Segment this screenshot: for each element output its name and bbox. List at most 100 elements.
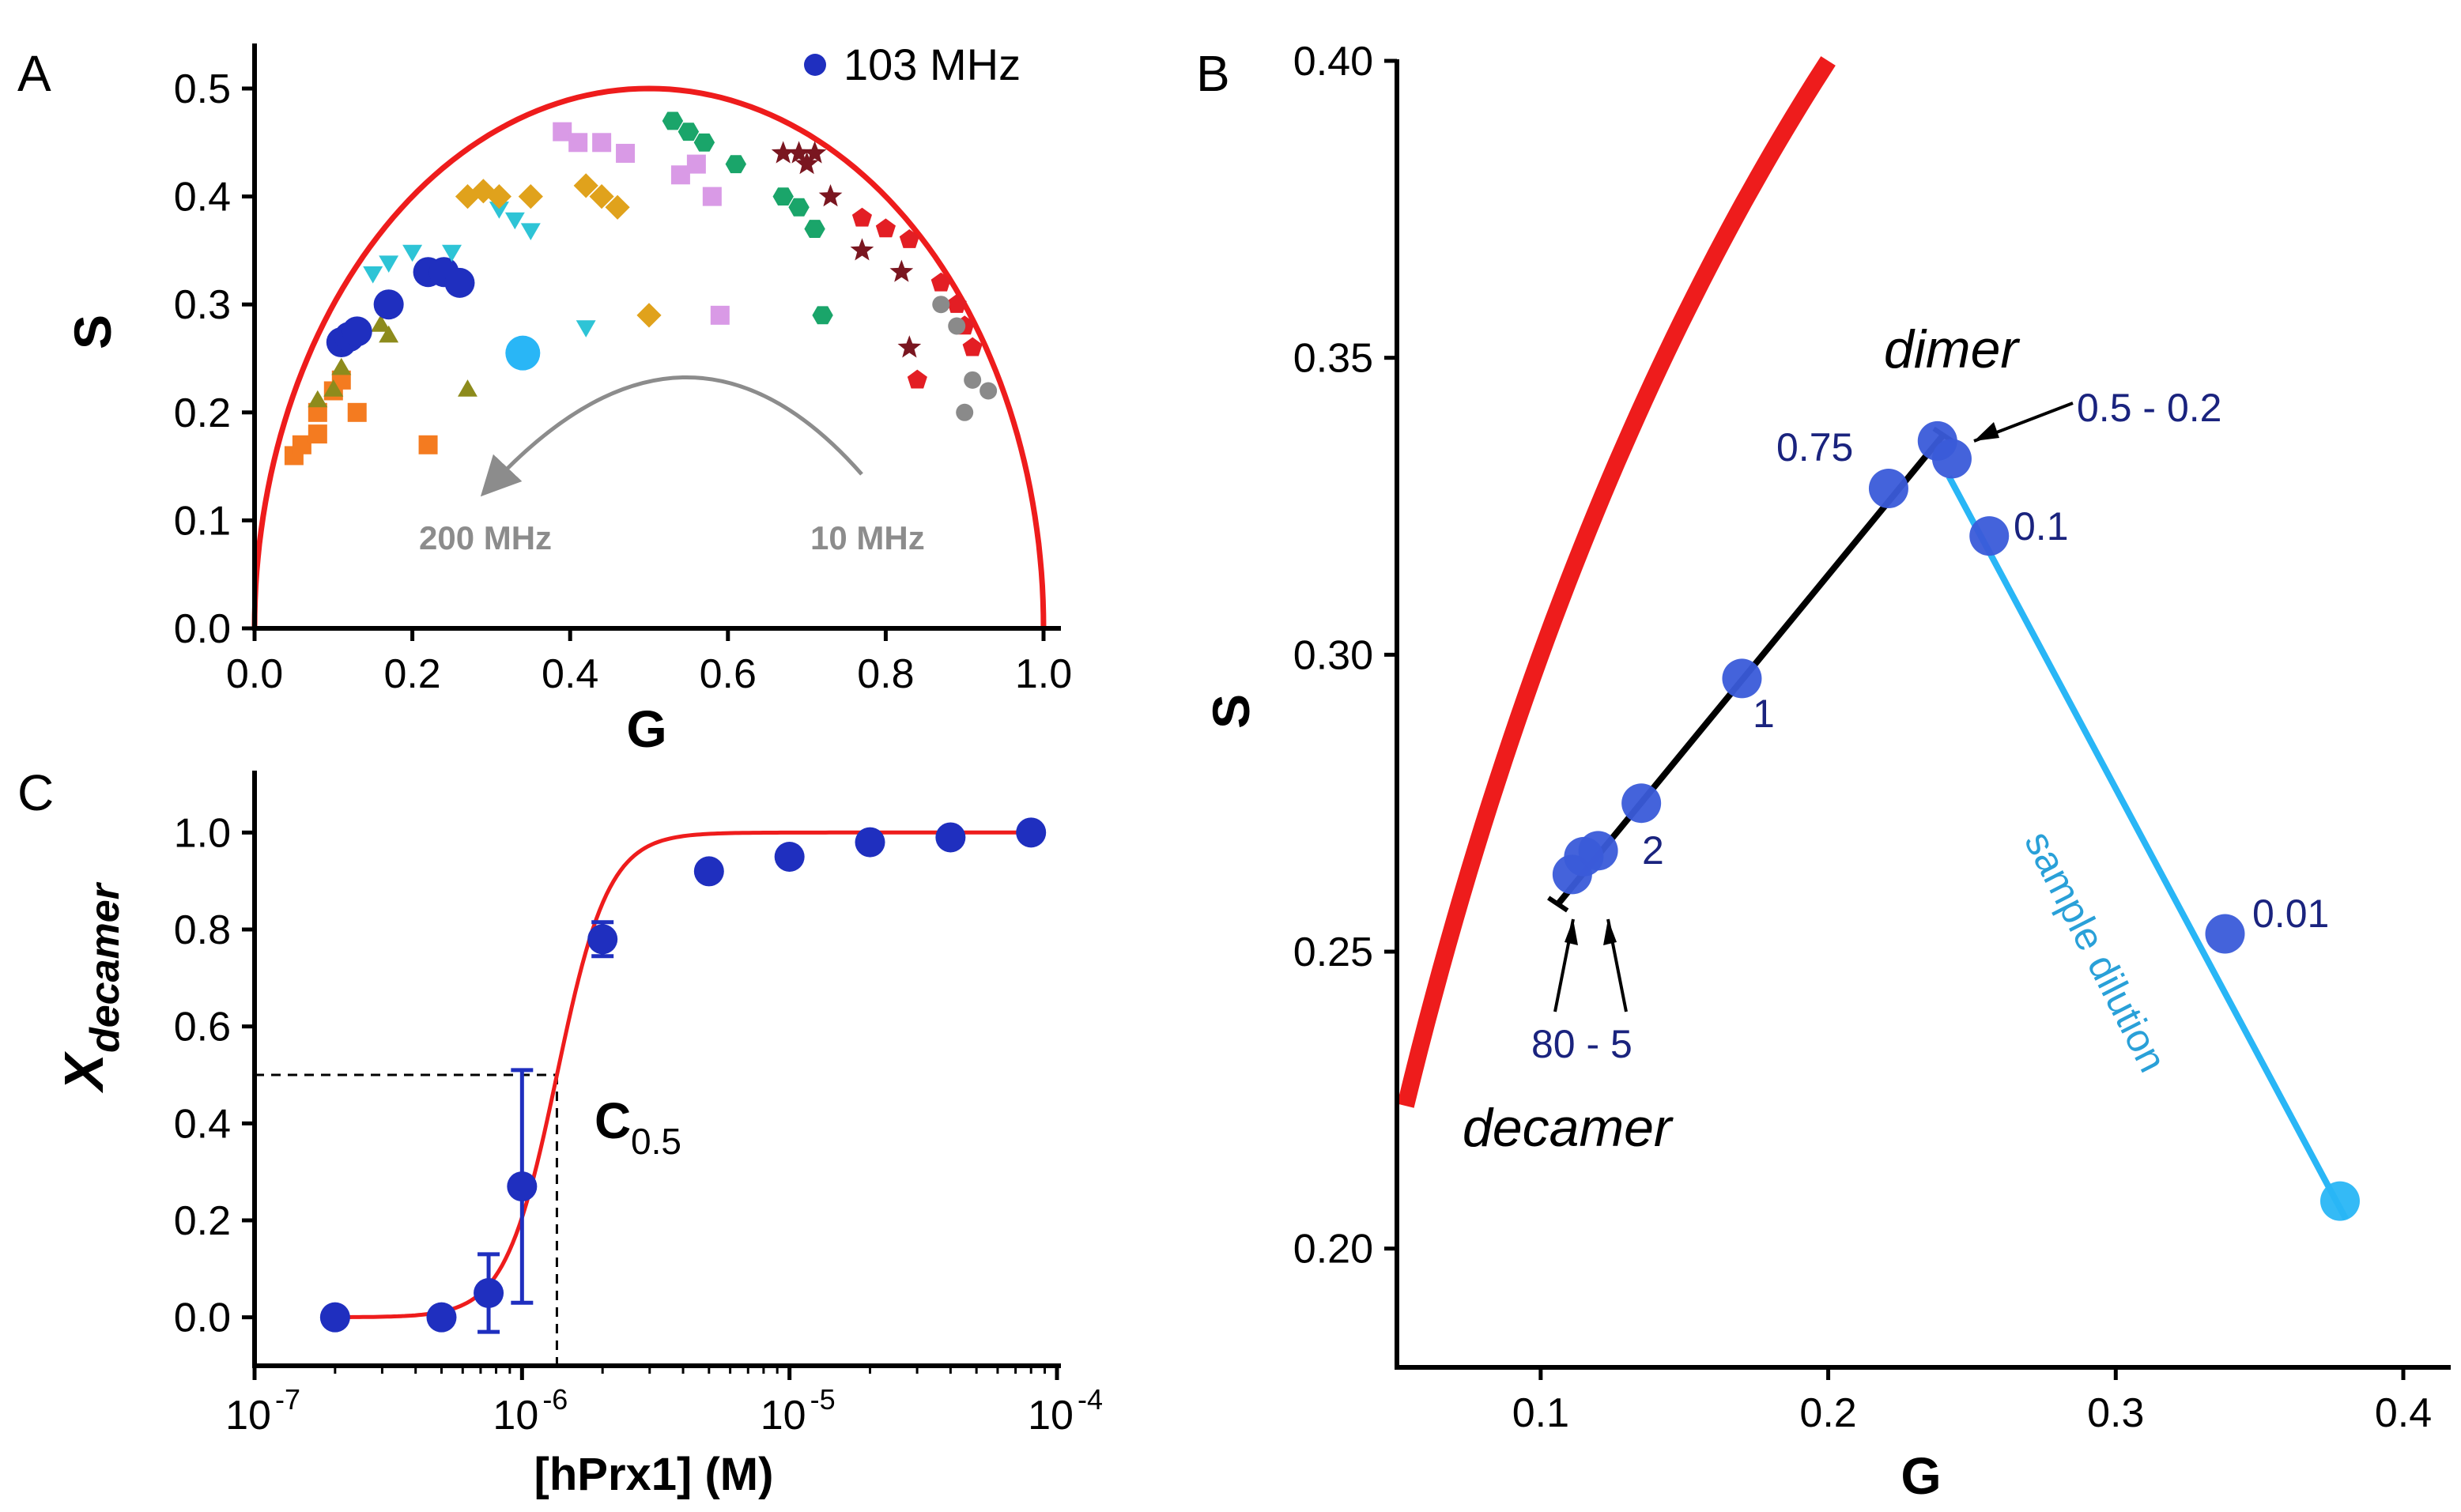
point-a-1-5 <box>458 379 477 397</box>
point-a-3-0 <box>363 266 383 284</box>
b-xtick-label-1: 0.2 <box>1799 1390 1856 1436</box>
c-xtick-exp-0: -7 <box>275 1383 300 1416</box>
panel-c-plot <box>255 817 1047 1366</box>
panel-c-y-title-main: X <box>53 1050 115 1094</box>
point-a-6-3 <box>725 155 746 174</box>
point-a-0-2 <box>308 424 327 444</box>
point-a-10-0 <box>505 335 541 371</box>
cap-decamer <box>1547 896 1569 913</box>
point-a-7-1 <box>787 141 811 164</box>
point-a-0-6 <box>347 402 367 422</box>
point-a-3-7 <box>576 320 596 337</box>
label-200mhz: 200 MHz <box>419 519 552 556</box>
c-xtick-exp-1: -6 <box>542 1383 568 1416</box>
point-a-1-2 <box>331 357 352 375</box>
point-a-4-4 <box>573 173 598 198</box>
point-a-8-2 <box>899 229 919 248</box>
point-a-9-0 <box>932 296 950 314</box>
a-ytick-label-3: 0.3 <box>174 282 231 328</box>
point-c-3 <box>507 1171 538 1202</box>
c-xtick-base-2: 10 <box>761 1393 806 1438</box>
label-decamer: decamer <box>1463 1098 1674 1158</box>
point-b-10 <box>2319 1181 2360 1221</box>
point-a-2-3 <box>373 289 404 320</box>
point-a-5-1 <box>568 133 588 153</box>
point-b-5 <box>1868 468 1908 508</box>
universal-circle <box>251 85 1047 629</box>
point-a-5-6 <box>702 187 722 206</box>
legend-label: 103 MHz <box>844 40 1021 89</box>
panel-a-plot <box>251 85 1047 629</box>
c-xtick-base-3: 10 <box>1028 1393 1074 1438</box>
b-xtick-label-3: 0.4 <box>2375 1390 2432 1436</box>
label-80-5: 80 - 5 <box>1531 1022 1632 1066</box>
point-a-5-7 <box>710 305 730 325</box>
c-xtick-base-0: 10 <box>225 1393 271 1438</box>
a-xtick-label-0: 0.0 <box>226 651 283 697</box>
panel-a-x-title: G <box>626 699 666 758</box>
point-a-3-6 <box>520 223 541 240</box>
c-xtick-exp-3: -4 <box>1078 1383 1103 1416</box>
b-xtick-label-0: 0.1 <box>1512 1390 1569 1436</box>
c-ytick-label-0: 0.0 <box>174 1295 231 1341</box>
b-ytick-label-0: 0.20 <box>1293 1227 1373 1273</box>
point-c-5 <box>693 856 724 887</box>
point-b-8 <box>1969 516 2010 556</box>
point-a-4-2 <box>486 184 511 209</box>
point-a-7-4 <box>818 184 843 207</box>
point-c-6 <box>774 842 805 872</box>
panel-letter-b: B <box>1196 45 1230 102</box>
point-a-3-1 <box>379 255 399 273</box>
point-a-3-5 <box>504 212 525 230</box>
label-1: 1 <box>1753 692 1775 736</box>
point-a-1-3 <box>371 315 391 332</box>
point-a-7-7 <box>897 335 922 358</box>
point-c-0 <box>319 1302 350 1333</box>
panel-b-y-title: S <box>1202 694 1260 729</box>
panel-b-x-title: G <box>1900 1446 1941 1505</box>
c-ytick-label-5: 1.0 <box>174 810 231 856</box>
panel-a-ticks: 0.0 0.2 0.4 0.6 0.8 1.0 0.0 0.1 0.2 0.3 0.4 0.5 <box>174 66 1072 697</box>
panel-c-y-title: X decamer <box>53 881 128 1094</box>
c-ytick-label-1: 0.2 <box>174 1198 231 1244</box>
label-sample-dilution: sample dilution <box>2016 824 2175 1080</box>
point-a-9-2 <box>964 371 982 389</box>
point-a-8-0 <box>851 207 872 227</box>
b-ytick-label-4: 0.40 <box>1293 39 1373 85</box>
point-b-9 <box>2205 914 2245 954</box>
label-10mhz: 10 MHz <box>810 519 925 556</box>
point-b-3 <box>1621 783 1662 824</box>
c-xtick-base-1: 10 <box>493 1393 538 1438</box>
c05-subscript: 0.5 <box>631 1121 681 1162</box>
point-a-8-1 <box>875 218 896 238</box>
point-a-9-1 <box>948 317 966 335</box>
point-b-4 <box>1722 658 1762 699</box>
panel-c-x-title: [hPrx1] (M) <box>534 1449 774 1500</box>
frequency-arrow <box>480 375 863 497</box>
point-c-7 <box>855 827 885 858</box>
c-ytick-label-3: 0.6 <box>174 1005 231 1050</box>
point-a-7-6 <box>889 259 914 282</box>
c-xtick-exp-2: -5 <box>810 1383 836 1416</box>
c-ytick-label-4: 0.8 <box>174 907 231 953</box>
b-xtick-label-2: 0.3 <box>2087 1390 2144 1436</box>
point-a-3-4 <box>489 202 509 219</box>
universal-circle-b <box>1397 56 1836 1108</box>
point-c-9 <box>1016 817 1047 848</box>
point-b-2 <box>1578 831 1618 871</box>
legend-marker <box>804 54 826 76</box>
point-a-3-2 <box>402 244 423 262</box>
a-xtick-label-2: 0.4 <box>542 651 598 697</box>
b-ytick-label-1: 0.25 <box>1293 929 1373 975</box>
label-2: 2 <box>1642 828 1664 873</box>
point-a-6-7 <box>812 306 833 325</box>
point-a-4-5 <box>589 184 614 209</box>
point-a-1-4 <box>379 325 399 343</box>
point-a-6-1 <box>678 123 700 141</box>
point-a-6-5 <box>788 198 810 217</box>
point-c-8 <box>935 822 966 853</box>
point-a-9-3 <box>979 382 998 400</box>
point-a-7-2 <box>795 152 819 175</box>
a-ytick-label-2: 0.2 <box>174 390 231 436</box>
point-a-3-3 <box>442 244 462 262</box>
